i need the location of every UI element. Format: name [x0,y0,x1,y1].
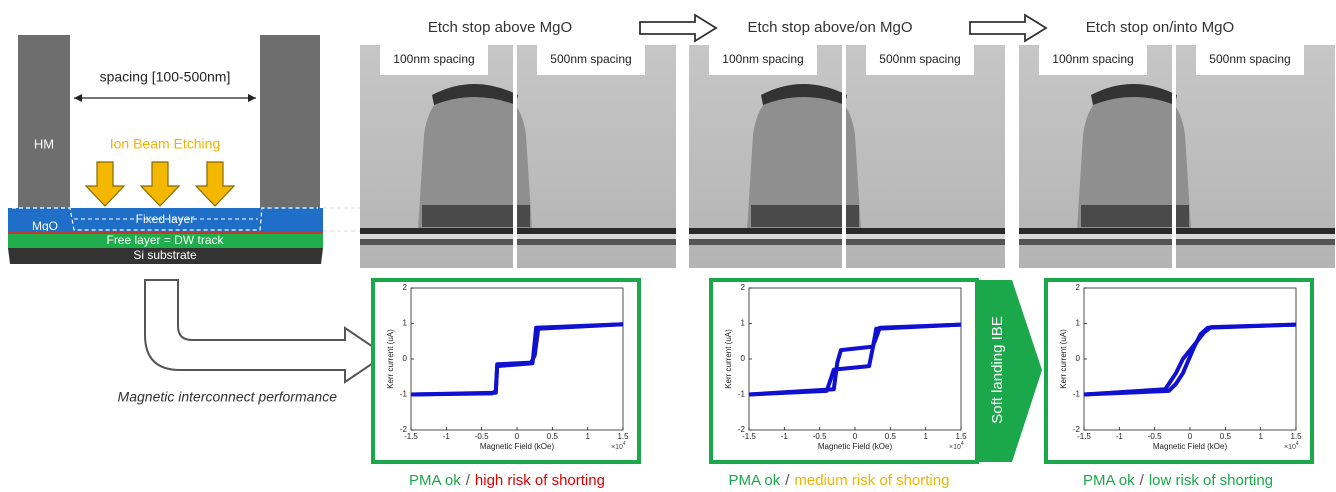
substrate-label: Si substrate [133,248,197,262]
y-tick-label: 0 [741,354,746,363]
x-tick-label: 1 [1258,432,1263,441]
column-heading: Etch stop above/on MgO [747,19,912,36]
x-tick-label: 1.5 [617,432,629,441]
heading-arrow [640,15,716,41]
x-tick-label: -1 [781,432,789,441]
stack-diagram: HM spacing [100-500nm] Ion Beam Etching … [8,35,385,405]
x-axis-label: Magnetic Field (kOe) [818,442,893,451]
y-axis-label: Kerr current (uA) [724,329,733,389]
y-tick-label: -1 [1073,390,1081,399]
x-tick-label: 0 [1188,432,1193,441]
caption: PMA ok /low risk of shorting [1083,472,1273,489]
x-tick-label: -0.5 [1148,432,1162,441]
image-label: 100nm spacing [393,52,474,66]
x-tick-label: -1 [1116,432,1124,441]
x-axis-label: Magnetic Field (kOe) [1153,442,1228,451]
etch-arrows [86,162,234,206]
caption: PMA ok/medium risk of shorting [729,472,950,489]
y-tick-label: 1 [403,319,408,328]
soft-landing-arrow [971,280,1042,462]
y-tick-label: -1 [400,390,408,399]
column-heading: Etch stop above MgO [428,19,572,36]
x-scale-exponent: 4 [623,441,626,447]
x-tick-label: 0 [853,432,858,441]
caption-separator: / [785,472,790,489]
y-tick-label: 2 [403,283,408,292]
y-tick-label: -2 [400,425,408,434]
y-tick-label: -2 [738,425,746,434]
caption-separator: / [466,472,471,489]
x-tick-label: -0.5 [813,432,827,441]
spacing-label: spacing [100-500nm] [100,69,231,85]
caption-risk: high risk of shorting [475,472,605,489]
page: HM spacing [100-500nm] Ion Beam Etching … [0,0,1336,492]
image-label: 500nm spacing [1209,52,1290,66]
y-tick-label: -2 [1073,425,1081,434]
figure: HM spacing [100-500nm] Ion Beam Etching … [0,0,1336,492]
x-scale-base: ×10 [1284,444,1296,451]
x-tick-label: 1.5 [1290,432,1302,441]
caption-pma: PMA ok [1083,472,1135,489]
caption-separator: / [1140,472,1145,489]
caption-pma: PMA ok [409,472,461,489]
tem-image [1019,45,1335,268]
caption-risk: low risk of shorting [1149,472,1273,489]
y-tick-label: 2 [741,283,746,292]
etch-label: Ion Beam Etching [110,136,221,152]
y-tick-label: 1 [1076,319,1081,328]
y-tick-label: -1 [738,390,746,399]
image-label: 500nm spacing [550,52,631,66]
hm-label: HM [34,136,54,151]
hard-mask [18,35,70,209]
image-label: 100nm spacing [1052,52,1133,66]
tem-image [360,45,676,268]
x-tick-label: 0.5 [1220,432,1232,441]
hard-mask [260,35,320,209]
caption: PMA ok /high risk of shorting [409,472,605,489]
x-scale-base: ×10 [949,444,961,451]
x-tick-label: 1.5 [955,432,967,441]
x-scale-exponent: 4 [1296,441,1299,447]
x-tick-label: -1 [443,432,451,441]
y-tick-label: 1 [741,319,746,328]
x-tick-label: 0 [515,432,520,441]
soft-landing-label: Soft landing IBE [989,316,1006,424]
x-tick-label: 0.5 [547,432,559,441]
image-label: 500nm spacing [879,52,960,66]
image-label: 100nm spacing [722,52,803,66]
free-layer-label: Free layer = DW track [106,233,224,247]
y-axis-label: Kerr current (uA) [1059,329,1068,389]
tem-image [689,45,1005,268]
y-tick-label: 0 [403,354,408,363]
performance-label: Magnetic interconnect performance [118,389,338,405]
caption-pma: PMA ok [729,472,781,489]
x-scale-base: ×10 [611,444,623,451]
x-tick-label: 1 [923,432,928,441]
column-heading: Etch stop on/into MgO [1086,19,1234,36]
x-scale-exponent: 4 [961,441,964,447]
flow-arrow [145,280,385,382]
y-tick-label: 2 [1076,283,1081,292]
x-tick-label: 0.5 [885,432,897,441]
fixed-layer-label: Fixed layer [136,212,195,226]
caption-risk: medium risk of shorting [794,472,949,489]
y-tick-label: 0 [1076,354,1081,363]
x-axis-label: Magnetic Field (kOe) [480,442,555,451]
heading-arrow [970,15,1046,41]
y-axis-label: Kerr current (uA) [386,329,395,389]
x-tick-label: -0.5 [475,432,489,441]
x-tick-label: 1 [585,432,590,441]
